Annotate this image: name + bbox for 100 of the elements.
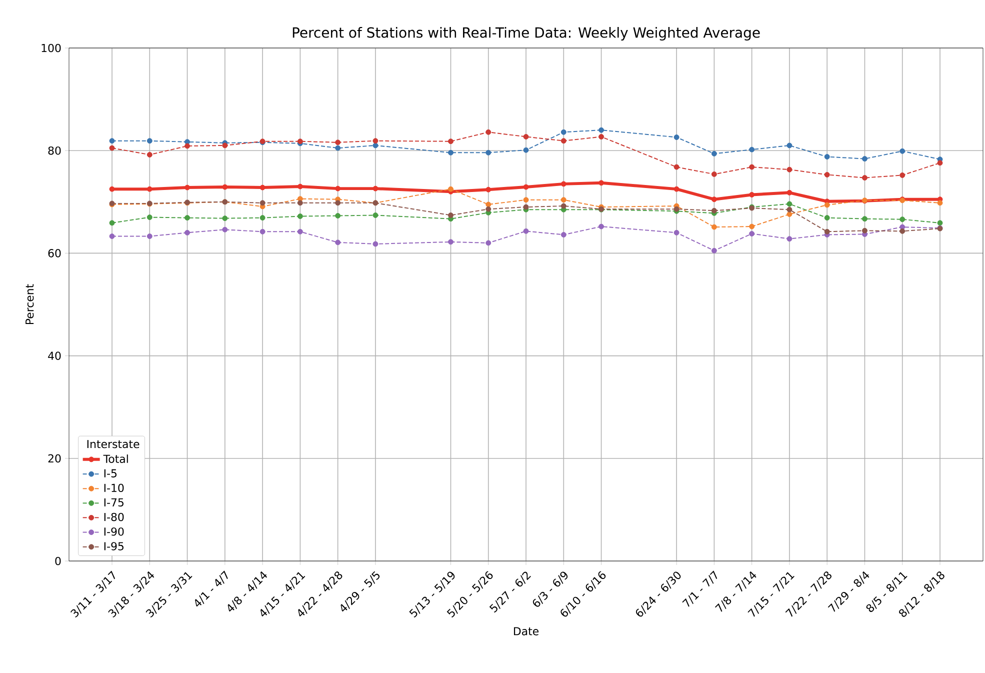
point: [560, 232, 566, 238]
point: [260, 215, 266, 221]
point: [448, 239, 454, 245]
point: [184, 143, 190, 149]
point: [560, 129, 566, 135]
x-axis-title: Date: [514, 627, 539, 636]
point: [297, 200, 303, 206]
point: [749, 224, 755, 230]
point: [749, 146, 755, 152]
point: [146, 234, 152, 240]
point: [786, 190, 792, 196]
point: [184, 215, 190, 221]
point: [335, 200, 341, 206]
point: [146, 138, 152, 144]
point: [560, 181, 566, 187]
point: [711, 196, 717, 202]
point: [786, 236, 792, 242]
point: [372, 186, 378, 192]
point: [109, 234, 115, 240]
point: [109, 145, 115, 151]
y-tick-label: 0: [55, 556, 61, 566]
point: [560, 138, 566, 144]
point: [598, 180, 604, 186]
point: [335, 140, 341, 146]
point: [786, 201, 792, 207]
point: [109, 186, 115, 192]
point: [862, 156, 868, 162]
point: [146, 186, 152, 192]
legend-title: Interstate: [87, 440, 140, 448]
legend-label: I-5: [104, 469, 117, 478]
point: [560, 197, 566, 203]
point: [372, 212, 378, 218]
point: [260, 184, 266, 190]
point: [711, 208, 717, 214]
point: [862, 228, 868, 234]
y-axis-title: Percent: [26, 284, 34, 324]
point: [486, 186, 492, 192]
point: [372, 241, 378, 247]
point: [486, 240, 492, 246]
point: [486, 202, 492, 208]
point: [674, 164, 680, 170]
point: [900, 148, 906, 154]
point: [523, 197, 529, 203]
point: [786, 166, 792, 172]
point: [824, 154, 830, 160]
point: [674, 134, 680, 140]
point: [937, 160, 943, 166]
point: [486, 150, 492, 156]
point: [222, 142, 228, 148]
legend-label: I-75: [104, 498, 124, 507]
point: [335, 145, 341, 151]
point: [448, 150, 454, 156]
point: [222, 226, 228, 232]
legend-label: I-95: [104, 542, 124, 550]
point: [560, 203, 566, 209]
point: [335, 240, 341, 246]
point: [598, 127, 604, 133]
point: [523, 204, 529, 210]
legend-label: I-80: [104, 512, 124, 522]
point: [900, 216, 906, 222]
point: [711, 150, 717, 156]
point: [372, 138, 378, 144]
point: [824, 228, 830, 234]
point: [711, 171, 717, 177]
point: [146, 214, 152, 220]
point: [786, 142, 792, 148]
x-tick-label: 4/1 - 4/7: [194, 570, 228, 607]
point: [598, 134, 604, 140]
point: [297, 184, 303, 190]
point: [786, 206, 792, 212]
point: [523, 228, 529, 234]
point: [297, 214, 303, 219]
point: [448, 212, 454, 218]
y-tick-label: 80: [48, 146, 61, 155]
point: [862, 175, 868, 181]
point: [184, 230, 190, 236]
legend-label: Total: [103, 454, 128, 463]
point: [486, 206, 492, 212]
point: [711, 248, 717, 254]
point: [674, 186, 680, 192]
point: [448, 186, 454, 192]
point: [523, 147, 529, 153]
point: [523, 134, 529, 140]
point: [937, 200, 943, 206]
y-tick-label: 60: [48, 249, 61, 258]
point: [448, 138, 454, 144]
y-tick-label: 40: [48, 352, 61, 360]
point: [260, 200, 266, 206]
point: [900, 228, 906, 234]
y-tick-label: 20: [48, 454, 61, 463]
chart-title: Percent of Stations with Real-Time Data: Weekly Weighted Average: [292, 27, 760, 40]
point: [486, 129, 492, 135]
point: [749, 230, 755, 236]
point: [260, 228, 266, 234]
point: [598, 224, 604, 230]
point: [297, 228, 303, 234]
point: [711, 224, 717, 230]
point: [222, 184, 228, 190]
point: [900, 172, 906, 178]
point: [523, 184, 529, 190]
